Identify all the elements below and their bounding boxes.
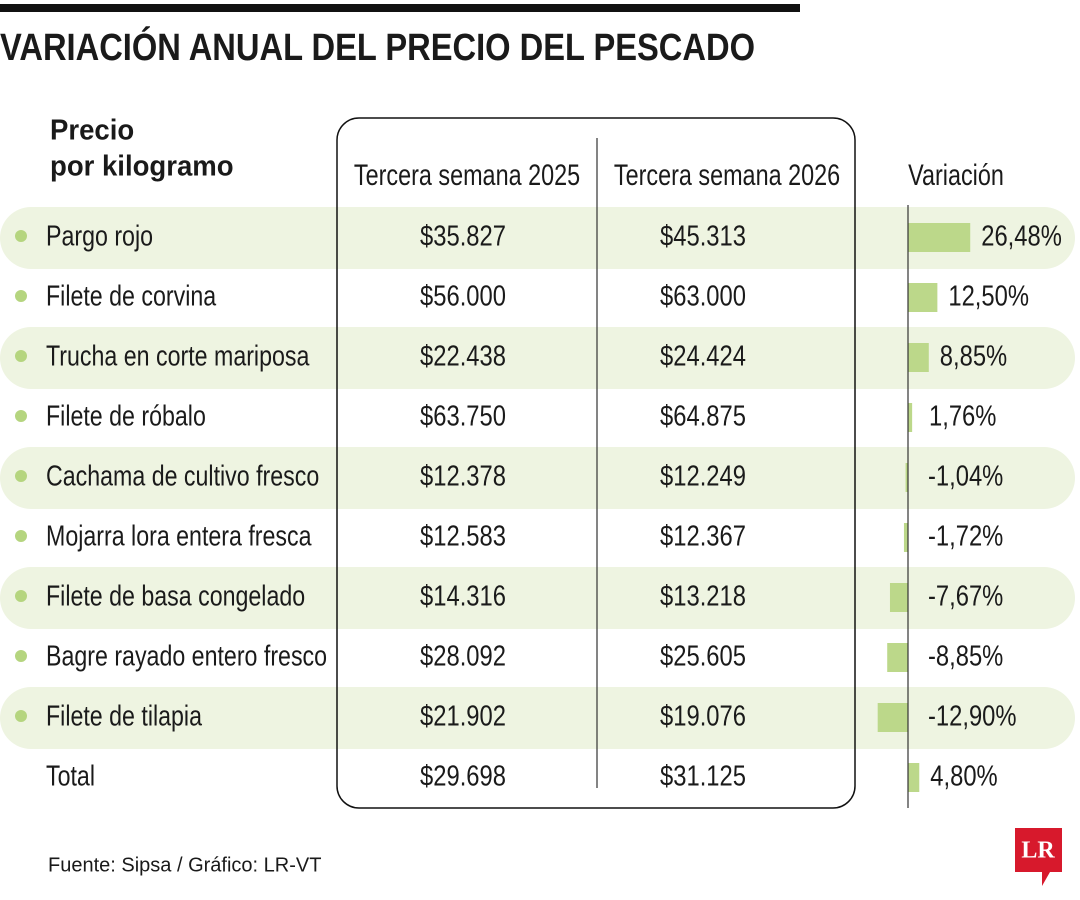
bullet [15, 410, 27, 422]
price-2026: $64.875 [660, 399, 746, 432]
row-name: Total [46, 759, 95, 792]
price-2025: $14.316 [420, 579, 506, 612]
row-band [0, 207, 1075, 269]
price-2025: $28.092 [420, 639, 506, 672]
price-2025: $63.750 [420, 399, 506, 432]
bullet [15, 230, 27, 242]
price-2025: $29.698 [420, 759, 506, 792]
variation-label: -8,85% [928, 639, 1003, 672]
price-2026: $12.249 [660, 459, 746, 492]
variation-bar [908, 403, 913, 432]
row-name: Filete de corvina [46, 279, 217, 312]
variation-label: -7,67% [928, 579, 1003, 612]
variation-bar [903, 523, 908, 552]
variation-label: 4,80% [930, 759, 997, 792]
price-2026: $25.605 [660, 639, 746, 672]
row-band [0, 327, 1075, 389]
bullet [15, 350, 27, 362]
price-2026: $45.313 [660, 219, 746, 252]
variation-label: 1,76% [929, 399, 996, 432]
title: VARIACIÓN ANUAL DEL PRECIO DEL PESCADO [0, 26, 755, 69]
row-name: Bagre rayado entero fresco [46, 639, 327, 672]
row-name: Mojarra lora entera fresca [46, 519, 312, 552]
price-2025: $56.000 [420, 279, 506, 312]
price-2026: $19.076 [660, 699, 746, 732]
row-name: Filete de basa congelado [46, 579, 305, 612]
variation-label: -1,72% [928, 519, 1003, 552]
row-name: Pargo rojo [46, 219, 153, 252]
variation-label: 8,85% [940, 339, 1007, 372]
price-2026: $63.000 [660, 279, 746, 312]
variation-bar [908, 283, 938, 312]
variation-bar [877, 703, 908, 732]
variation-bar [889, 583, 908, 612]
row-name: Trucha en corte mariposa [46, 339, 310, 372]
logo-badge [1015, 828, 1062, 886]
column-header: Tercera semana 2025 [354, 158, 580, 191]
variation-bar [908, 223, 971, 252]
column-header: Tercera semana 2026 [614, 158, 840, 191]
row-band [0, 687, 1075, 749]
column-header: Variación [908, 158, 1004, 191]
logo: LR [1021, 838, 1055, 864]
row-name: Filete de tilapia [46, 699, 202, 732]
bullet [15, 470, 27, 482]
variation-bar [887, 643, 908, 672]
source: Fuente: Sipsa / Gráfico: LR-VT [48, 854, 321, 876]
price-2025: $21.902 [420, 699, 506, 732]
variation-label: -1,04% [928, 459, 1003, 492]
bullet [15, 710, 27, 722]
row-band [0, 567, 1075, 629]
price-2025: $22.438 [420, 339, 506, 372]
variation-bar [908, 763, 920, 792]
bullet [15, 290, 27, 302]
rows: Pargo rojo $35.827 $45.313 26,48% Filete de … [0, 207, 1075, 792]
row-name: Cachama de cultivo fresco [46, 459, 319, 492]
top-rule [0, 4, 800, 12]
header-label: por kilogramo [50, 149, 234, 182]
variation-label: 26,48% [981, 219, 1062, 252]
price-2026: $24.424 [660, 339, 746, 372]
column-box [336, 117, 856, 809]
bullet [15, 530, 27, 542]
price-2025: $12.378 [420, 459, 506, 492]
variation-label: 12,50% [948, 279, 1029, 312]
header-label: Precio [50, 113, 134, 146]
variation-bar [905, 463, 908, 492]
price-2025: $12.583 [420, 519, 506, 552]
bullet [15, 650, 27, 662]
price-2026: $12.367 [660, 519, 746, 552]
row-band [0, 447, 1075, 509]
price-2025: $35.827 [420, 219, 506, 252]
price-2026: $13.218 [660, 579, 746, 612]
variation-bar [908, 343, 929, 372]
row-name: Filete de róbalo [46, 399, 206, 432]
bullet [15, 590, 27, 602]
price-2026: $31.125 [660, 759, 746, 792]
variation-label: -12,90% [928, 699, 1017, 732]
